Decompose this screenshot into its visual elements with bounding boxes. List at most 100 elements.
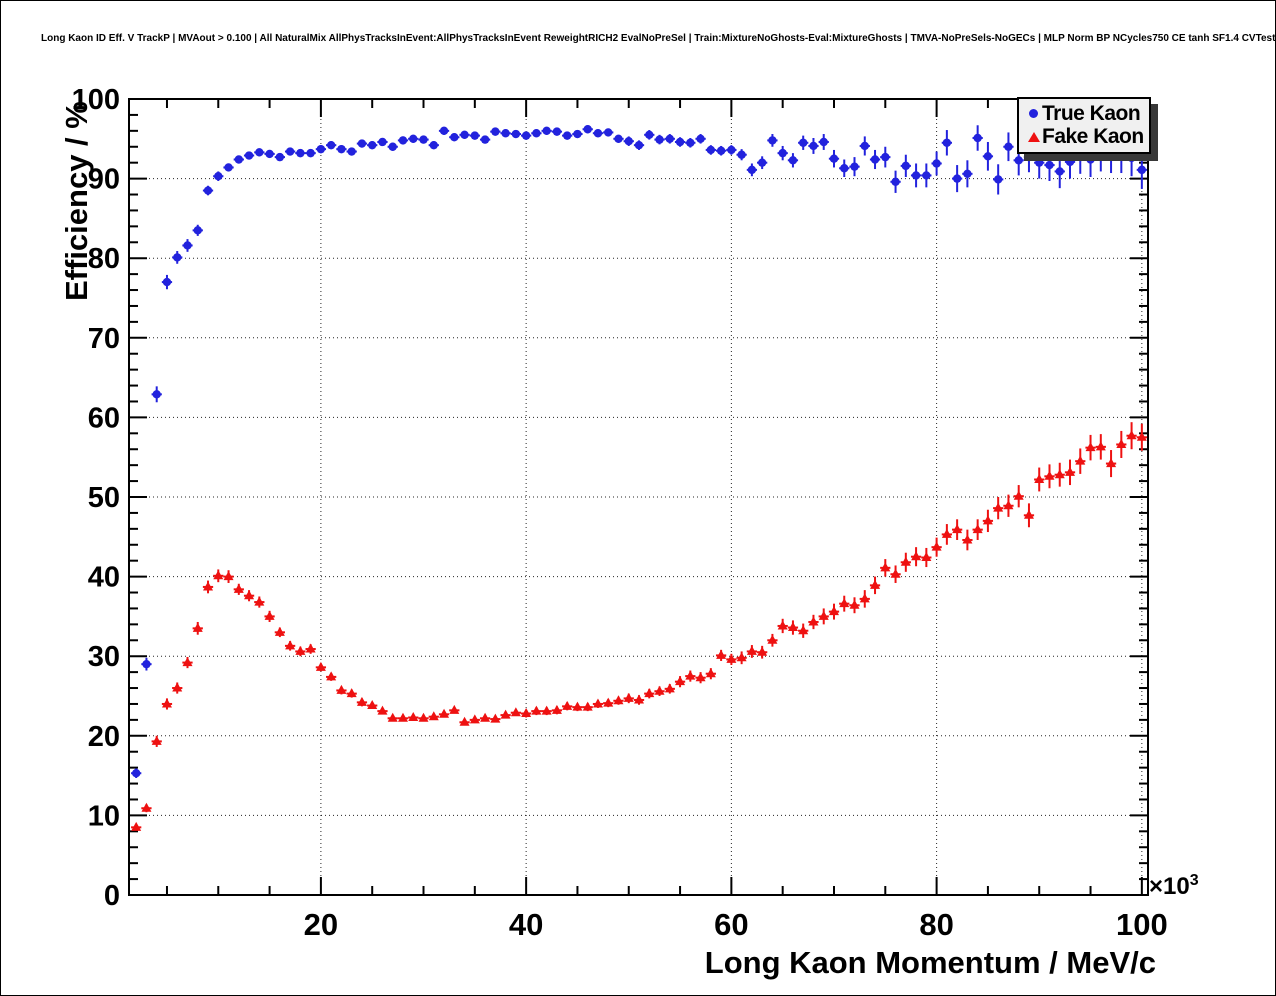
data-point-true-kaon bbox=[562, 131, 572, 140]
x-tick-label: 80 bbox=[919, 907, 953, 942]
data-point-fake-kaon bbox=[1003, 500, 1014, 510]
data-point-true-kaon bbox=[244, 151, 254, 160]
data-point-fake-kaon bbox=[746, 645, 757, 655]
data-point-fake-kaon bbox=[161, 698, 172, 708]
data-point-true-kaon bbox=[429, 140, 438, 150]
data-point-fake-kaon bbox=[285, 640, 296, 650]
data-point-true-kaon bbox=[142, 659, 151, 669]
data-point-true-kaon bbox=[183, 241, 192, 250]
legend-item-true-kaon: True Kaon bbox=[1025, 102, 1149, 125]
data-point-fake-kaon bbox=[439, 708, 450, 718]
data-point-fake-kaon bbox=[233, 583, 244, 593]
data-point-fake-kaon bbox=[367, 700, 378, 710]
data-point-fake-kaon bbox=[131, 821, 142, 831]
data-point-true-kaon bbox=[275, 152, 285, 162]
data-point-true-kaon bbox=[973, 133, 982, 143]
data-point-fake-kaon bbox=[726, 653, 737, 663]
data-point-true-kaon bbox=[891, 177, 900, 186]
data-point-fake-kaon bbox=[510, 707, 521, 717]
data-point-fake-kaon bbox=[1106, 458, 1117, 468]
data-point-fake-kaon bbox=[490, 713, 501, 723]
y-tick-label: 0 bbox=[104, 880, 120, 912]
data-point-fake-kaon bbox=[500, 709, 511, 719]
data-point-true-kaon bbox=[645, 130, 654, 140]
y-tick-label: 80 bbox=[88, 243, 120, 275]
data-point-fake-kaon bbox=[839, 598, 850, 608]
data-point-fake-kaon bbox=[664, 683, 675, 693]
data-point-fake-kaon bbox=[480, 712, 491, 722]
data-point-true-kaon bbox=[501, 129, 510, 138]
data-point-fake-kaon bbox=[1054, 469, 1065, 479]
data-point-true-kaon bbox=[173, 253, 182, 262]
data-point-true-kaon bbox=[1137, 165, 1147, 175]
data-point-fake-kaon bbox=[880, 562, 891, 572]
data-point-true-kaon bbox=[255, 148, 264, 157]
data-point-fake-kaon bbox=[644, 688, 655, 698]
data-point-true-kaon bbox=[901, 161, 911, 171]
y-tick-label: 100 bbox=[72, 84, 120, 116]
data-point-true-kaon bbox=[655, 135, 664, 144]
data-point-fake-kaon bbox=[449, 704, 460, 714]
x-tick-label: 60 bbox=[714, 907, 748, 942]
true-kaon-circle-icon bbox=[1029, 109, 1038, 118]
data-point-true-kaon bbox=[368, 140, 377, 150]
data-point-true-kaon bbox=[480, 135, 490, 144]
y-tick-label: 90 bbox=[88, 164, 120, 196]
data-point-fake-kaon bbox=[1023, 509, 1034, 519]
data-point-true-kaon bbox=[778, 148, 787, 158]
legend-marker-cell bbox=[1025, 131, 1042, 142]
data-point-true-kaon bbox=[316, 144, 326, 154]
legend-label-fake-kaon: Fake Kaon bbox=[1042, 124, 1144, 148]
data-point-fake-kaon bbox=[982, 515, 993, 525]
data-point-true-kaon bbox=[870, 155, 880, 164]
data-point-true-kaon bbox=[409, 134, 418, 143]
data-point-true-kaon bbox=[1065, 157, 1075, 167]
plot-title: Long Kaon ID Eff. V TrackP | MVAout > 0.… bbox=[41, 33, 1276, 44]
data-point-true-kaon bbox=[604, 128, 613, 137]
data-point-fake-kaon bbox=[911, 551, 922, 561]
data-point-true-kaon bbox=[583, 125, 592, 134]
x-axis-title: Long Kaon Momentum / MeV/c bbox=[704, 945, 1156, 980]
data-point-true-kaon bbox=[809, 141, 818, 151]
data-point-fake-kaon bbox=[264, 610, 275, 620]
data-point-fake-kaon bbox=[921, 551, 932, 561]
data-point-true-kaon bbox=[337, 144, 346, 154]
data-point-fake-kaon bbox=[1034, 473, 1045, 483]
data-point-true-kaon bbox=[963, 169, 972, 179]
data-point-fake-kaon bbox=[295, 645, 306, 655]
legend: True Kaon Fake Kaon bbox=[1017, 97, 1151, 154]
data-point-true-kaon bbox=[1086, 155, 1095, 164]
data-point-fake-kaon bbox=[336, 684, 347, 694]
data-point-true-kaon bbox=[1004, 142, 1013, 151]
legend-item-fake-kaon: Fake Kaon bbox=[1025, 125, 1149, 148]
data-point-true-kaon bbox=[234, 155, 244, 164]
y-tick-label: 40 bbox=[88, 562, 120, 594]
data-point-fake-kaon bbox=[551, 704, 562, 714]
data-point-true-kaon bbox=[439, 126, 449, 136]
data-point-fake-kaon bbox=[459, 716, 470, 726]
data-point-true-kaon bbox=[470, 131, 480, 140]
data-point-fake-kaon bbox=[562, 700, 573, 710]
data-point-fake-kaon bbox=[757, 646, 768, 656]
y-tick-label: 30 bbox=[88, 641, 120, 673]
data-point-fake-kaon bbox=[592, 698, 603, 708]
data-point-true-kaon bbox=[131, 769, 141, 778]
data-point-fake-kaon bbox=[818, 610, 829, 620]
data-point-fake-kaon bbox=[849, 599, 860, 609]
data-point-fake-kaon bbox=[952, 524, 963, 534]
data-point-true-kaon bbox=[285, 147, 295, 156]
fake-kaon-triangle-icon bbox=[1027, 131, 1040, 142]
data-point-true-kaon bbox=[552, 127, 562, 136]
data-point-fake-kaon bbox=[859, 593, 870, 603]
data-point-true-kaon bbox=[952, 174, 962, 183]
data-point-true-kaon bbox=[265, 149, 274, 159]
data-point-true-kaon bbox=[819, 137, 828, 147]
data-point-fake-kaon bbox=[1065, 466, 1076, 476]
data-point-fake-kaon bbox=[408, 711, 419, 721]
data-point-fake-kaon bbox=[213, 570, 224, 580]
data-point-fake-kaon bbox=[1136, 431, 1147, 441]
data-point-fake-kaon bbox=[1044, 470, 1055, 480]
data-point-true-kaon bbox=[788, 156, 798, 165]
data-point-true-kaon bbox=[193, 226, 202, 235]
data-point-fake-kaon bbox=[387, 712, 398, 722]
